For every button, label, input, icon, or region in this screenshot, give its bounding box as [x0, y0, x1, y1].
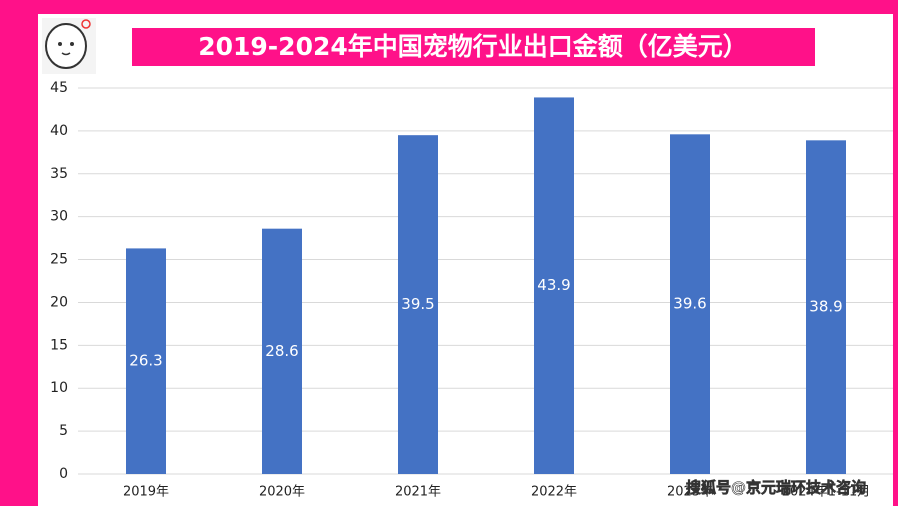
y-tick-label: 35 — [50, 166, 68, 182]
x-tick-label: 2023年 — [667, 485, 713, 500]
y-tick-label: 10 — [50, 380, 68, 396]
x-tick-label: 2024年1-11月 — [782, 485, 871, 500]
bar — [398, 135, 438, 474]
data-label: 38.9 — [809, 298, 842, 316]
data-label: 43.9 — [537, 276, 570, 294]
data-label: 28.6 — [265, 342, 298, 360]
data-label: 26.3 — [129, 352, 162, 370]
y-tick-label: 40 — [50, 123, 68, 139]
x-tick-label: 2020年 — [259, 485, 305, 500]
y-tick-label: 5 — [59, 423, 68, 439]
x-tick-label: 2019年 — [123, 485, 169, 500]
bar — [126, 248, 166, 474]
bar — [806, 140, 846, 474]
data-label: 39.6 — [673, 295, 706, 313]
chart-title: 2019-2024年中国宠物行业出口金额（亿美元） — [198, 32, 748, 61]
bar — [262, 228, 302, 474]
y-tick-label: 20 — [50, 294, 68, 310]
avatar-icon — [42, 18, 96, 74]
y-tick-label: 30 — [50, 209, 68, 225]
y-tick-label: 0 — [59, 466, 68, 482]
data-label: 39.5 — [401, 295, 434, 313]
y-tick-label: 15 — [50, 337, 68, 353]
title-box — [132, 28, 815, 66]
y-tick-label: 25 — [50, 252, 68, 268]
x-tick-label: 2021年 — [395, 485, 441, 500]
watermark: 搜狐号@京元瑞环技术咨询 — [686, 479, 866, 497]
x-tick-label: 2022年 — [531, 485, 577, 500]
bar — [670, 134, 710, 474]
bar — [534, 97, 574, 475]
y-tick-label: 45 — [50, 80, 68, 96]
